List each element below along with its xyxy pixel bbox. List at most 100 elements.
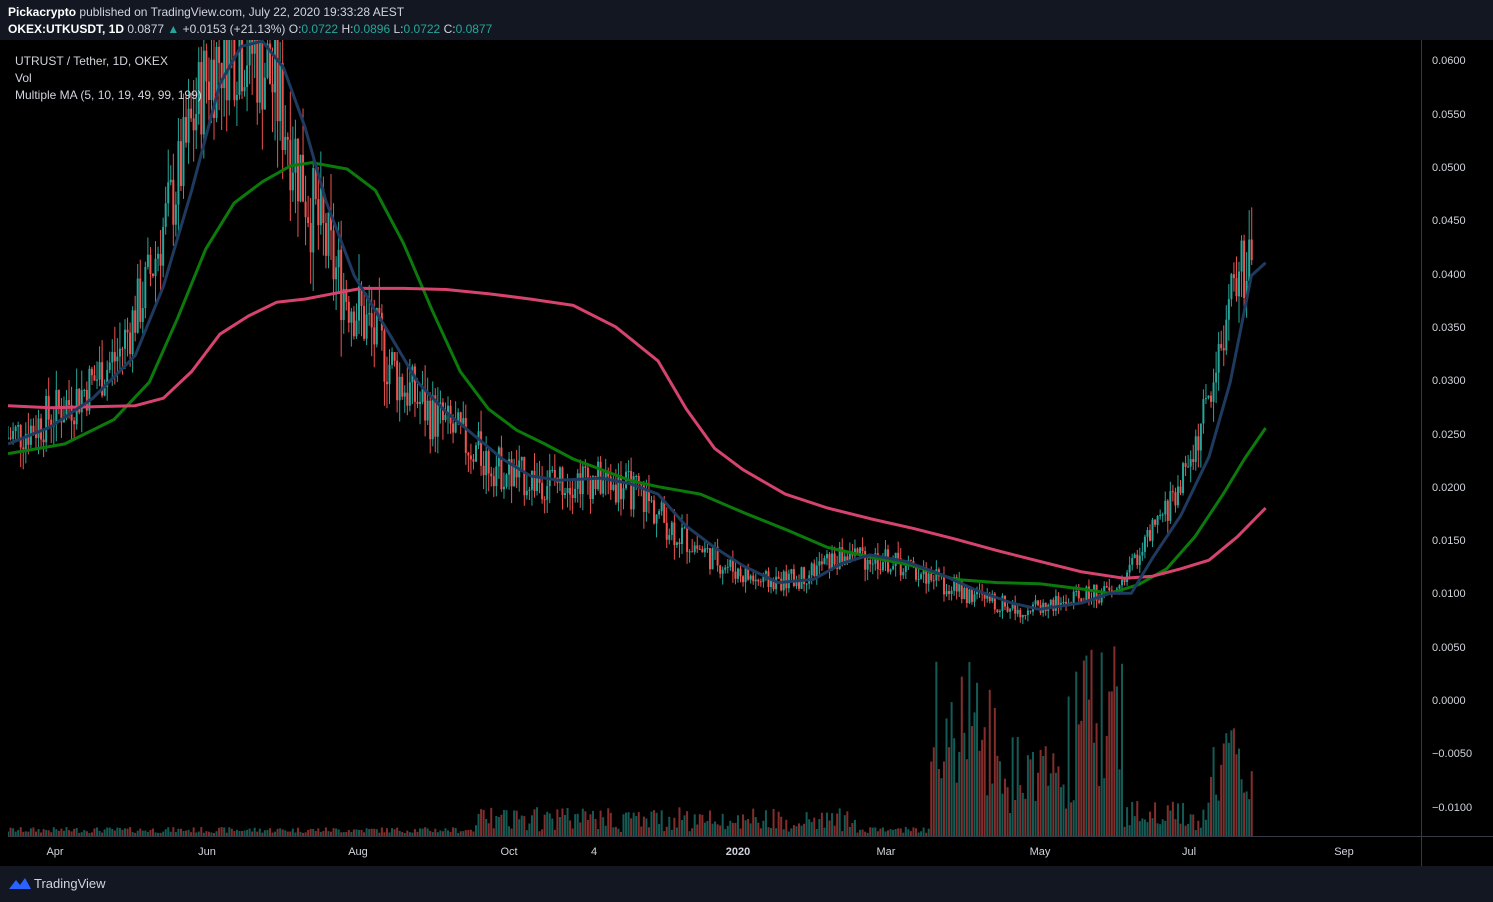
volume-bar xyxy=(55,829,58,836)
candle-body xyxy=(1105,586,1108,588)
volume-bar xyxy=(103,829,106,836)
candle-body xyxy=(296,138,299,202)
volume-bar xyxy=(70,831,73,836)
footer-brand[interactable]: TradingView xyxy=(34,876,106,891)
high-value: 0.0896 xyxy=(353,22,391,36)
volume-bar xyxy=(660,810,663,836)
candle-body xyxy=(754,579,757,582)
volume-bar xyxy=(1169,810,1172,836)
volume-bar xyxy=(734,822,737,836)
time-axis[interactable] xyxy=(8,836,1421,866)
candle-body xyxy=(1057,596,1060,607)
volume-bar xyxy=(495,815,498,836)
candle-body xyxy=(1202,399,1205,424)
volume-bar xyxy=(635,816,638,836)
candle-body xyxy=(1225,319,1228,351)
volume-bar xyxy=(787,831,790,836)
candle-body xyxy=(385,381,388,385)
volume-bar xyxy=(355,829,358,836)
volume-bar xyxy=(383,832,386,836)
author-name[interactable]: Pickacrypto xyxy=(8,5,77,19)
candle-body xyxy=(401,376,404,397)
candle-body xyxy=(520,456,523,461)
candle-body xyxy=(1248,239,1251,281)
volume-bar xyxy=(1093,742,1096,836)
moving-average-line[interactable] xyxy=(8,40,1267,611)
candle-body xyxy=(464,418,467,453)
volume-bar xyxy=(948,747,951,836)
volume-bar xyxy=(1248,799,1251,836)
volume-bar xyxy=(678,807,681,836)
volume-bar xyxy=(1184,825,1187,836)
candle-body xyxy=(594,476,597,490)
candle-body xyxy=(96,379,99,381)
price-axis[interactable] xyxy=(1421,40,1493,836)
candle-body xyxy=(953,577,956,591)
volume-bar xyxy=(528,823,531,836)
candle-body xyxy=(185,117,188,143)
candle-body xyxy=(225,40,228,101)
candle-body xyxy=(337,249,340,268)
candle-body xyxy=(304,201,307,218)
volume-bar xyxy=(413,829,416,836)
candle-body xyxy=(1207,395,1210,398)
candle-body xyxy=(350,311,353,323)
volume-bar xyxy=(116,827,119,836)
candle-body xyxy=(960,580,963,600)
candle-body xyxy=(1199,423,1202,451)
candle-body xyxy=(413,366,416,402)
candle-body xyxy=(673,522,676,545)
volume-bar xyxy=(1176,803,1179,836)
candle-body xyxy=(731,559,734,572)
volume-bar xyxy=(861,829,864,836)
close-value: 0.0877 xyxy=(455,22,493,36)
price-tick-label: 0.0300 xyxy=(1432,375,1466,388)
legend-volume[interactable]: Vol xyxy=(15,71,32,85)
volume-bar xyxy=(1240,779,1243,836)
candle-body xyxy=(472,459,475,462)
legend-ma[interactable]: Multiple MA (5, 10, 19, 49, 99, 199) xyxy=(15,88,202,102)
candle-body xyxy=(500,447,503,490)
time-tick-label: Aug xyxy=(348,846,368,858)
candle-body xyxy=(749,575,752,580)
volume-bar xyxy=(1212,747,1215,836)
candle-body xyxy=(945,591,948,595)
candle-body xyxy=(1136,554,1139,566)
volume-bar xyxy=(342,832,345,836)
volume-bar xyxy=(668,816,671,836)
volume-bar xyxy=(101,832,104,836)
volume-bar xyxy=(368,829,371,836)
volume-bar xyxy=(1217,800,1220,836)
volume-bar xyxy=(235,829,238,836)
candle-body xyxy=(670,522,673,536)
volume-bar xyxy=(543,814,546,836)
candle-body xyxy=(202,50,205,135)
volume-bar xyxy=(1029,759,1032,836)
candle-body xyxy=(617,474,620,503)
tradingview-logo-icon[interactable] xyxy=(8,876,32,892)
volume-bar xyxy=(136,830,139,836)
volume-bar xyxy=(754,817,757,836)
volume-bar xyxy=(439,830,442,836)
candle-body xyxy=(1154,519,1157,525)
chart-pane[interactable] xyxy=(8,40,1421,836)
volume-bar xyxy=(182,830,185,836)
volume-bar xyxy=(1154,802,1157,836)
moving-average-line[interactable] xyxy=(8,286,1267,580)
candle-body xyxy=(1182,463,1185,494)
moving-average-line[interactable] xyxy=(8,161,1267,595)
volume-bar xyxy=(73,828,76,836)
candle-body xyxy=(1103,586,1106,594)
volume-bar xyxy=(508,826,511,836)
candle-body xyxy=(1243,240,1246,299)
volume-bar xyxy=(238,830,241,836)
volume-bar xyxy=(681,819,684,836)
time-tick-label: 2020 xyxy=(725,846,751,858)
candle-body xyxy=(630,471,633,510)
volume-bar xyxy=(419,828,422,836)
candle-body xyxy=(1174,492,1177,506)
candle-body xyxy=(131,310,134,354)
candle-body xyxy=(815,565,818,577)
volume-bar xyxy=(1065,808,1068,836)
volume-bar xyxy=(408,832,411,836)
